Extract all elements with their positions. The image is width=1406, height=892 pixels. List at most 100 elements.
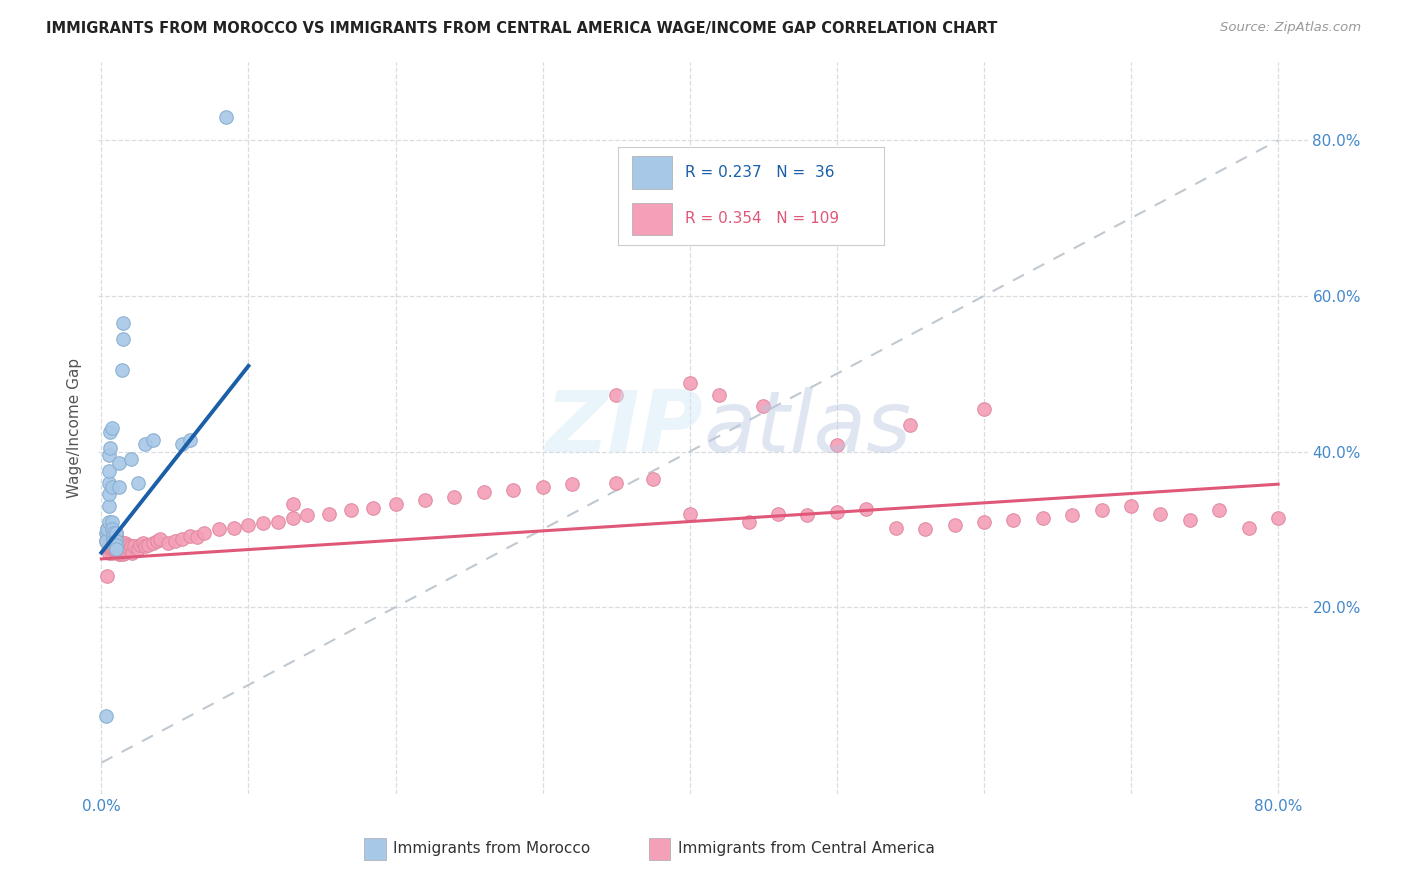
Point: [318, 507, 340, 521]
Point: [238, 518, 260, 533]
Point: [179, 433, 201, 447]
Text: IMMIGRANTS FROM MOROCCO VS IMMIGRANTS FROM CENTRAL AMERICA WAGE/INCOME GAP CORRE: IMMIGRANTS FROM MOROCCO VS IMMIGRANTS FR…: [46, 21, 998, 37]
Point: [112, 332, 135, 346]
Point: [679, 376, 702, 390]
Point: [97, 449, 120, 463]
Point: [108, 479, 131, 493]
Point: [100, 515, 122, 529]
Point: [112, 538, 135, 552]
Point: [112, 547, 135, 561]
Point: [142, 536, 165, 550]
Point: [100, 546, 122, 560]
Point: [96, 522, 118, 536]
Point: [97, 499, 120, 513]
Point: [561, 477, 583, 491]
Point: [100, 421, 122, 435]
Point: [108, 541, 131, 556]
Point: [796, 508, 818, 523]
Point: [105, 544, 128, 558]
Point: [104, 533, 127, 548]
Point: [208, 522, 231, 536]
Point: [121, 546, 143, 560]
Point: [222, 521, 245, 535]
Point: [111, 363, 134, 377]
Point: [134, 436, 156, 450]
Point: [146, 533, 169, 548]
Point: [641, 472, 664, 486]
Point: [100, 479, 122, 493]
Point: [96, 526, 118, 541]
Bar: [648, 838, 671, 860]
Point: [100, 541, 122, 556]
Point: [97, 538, 120, 552]
Text: Immigrants from Morocco: Immigrants from Morocco: [394, 841, 591, 856]
Point: [107, 544, 129, 558]
Point: [105, 534, 128, 549]
Point: [943, 518, 966, 533]
Point: [156, 536, 179, 550]
Point: [94, 709, 117, 723]
Point: [101, 533, 124, 548]
Text: ZIP: ZIP: [546, 386, 703, 470]
Point: [100, 522, 122, 536]
Point: [111, 536, 134, 550]
Point: [97, 515, 120, 529]
Point: [98, 541, 121, 556]
Point: [108, 456, 131, 470]
Point: [94, 526, 117, 541]
Point: [97, 464, 120, 478]
Point: [101, 538, 124, 552]
Point: [105, 540, 128, 554]
Point: [101, 532, 124, 546]
Point: [709, 388, 731, 402]
Point: [973, 402, 995, 417]
Point: [115, 544, 138, 558]
Point: [825, 505, 848, 519]
Point: [363, 500, 385, 515]
Point: [281, 497, 304, 511]
Point: [149, 532, 172, 546]
Point: [120, 452, 142, 467]
Text: atlas: atlas: [703, 386, 911, 470]
Point: [1237, 521, 1260, 535]
Point: [384, 497, 406, 511]
Point: [914, 522, 936, 536]
Point: [605, 475, 627, 490]
Point: [118, 541, 141, 556]
Point: [128, 538, 150, 552]
Point: [127, 475, 149, 490]
Point: [112, 316, 135, 330]
Point: [1149, 507, 1171, 521]
Point: [104, 533, 127, 548]
Point: [825, 438, 848, 452]
Point: [179, 528, 201, 542]
Point: [134, 540, 156, 554]
Point: [1267, 510, 1289, 524]
Point: [107, 538, 129, 552]
Point: [855, 502, 877, 516]
Point: [142, 433, 165, 447]
Point: [111, 546, 134, 560]
Point: [900, 418, 922, 433]
Point: [110, 540, 132, 554]
Point: [98, 533, 121, 548]
Point: [98, 538, 121, 552]
Point: [98, 425, 121, 439]
Point: [297, 508, 319, 523]
Point: [502, 483, 524, 498]
Point: [98, 441, 121, 455]
Point: [215, 110, 238, 124]
Point: [100, 538, 122, 552]
Bar: [364, 838, 387, 860]
Text: Immigrants from Central America: Immigrants from Central America: [678, 841, 935, 856]
Point: [267, 515, 290, 529]
Point: [105, 541, 128, 556]
Point: [120, 540, 142, 554]
Point: [97, 522, 120, 536]
Point: [340, 503, 363, 517]
Point: [1178, 513, 1201, 527]
Point: [413, 492, 436, 507]
Point: [1002, 513, 1025, 527]
Point: [97, 475, 120, 490]
Point: [104, 544, 127, 558]
